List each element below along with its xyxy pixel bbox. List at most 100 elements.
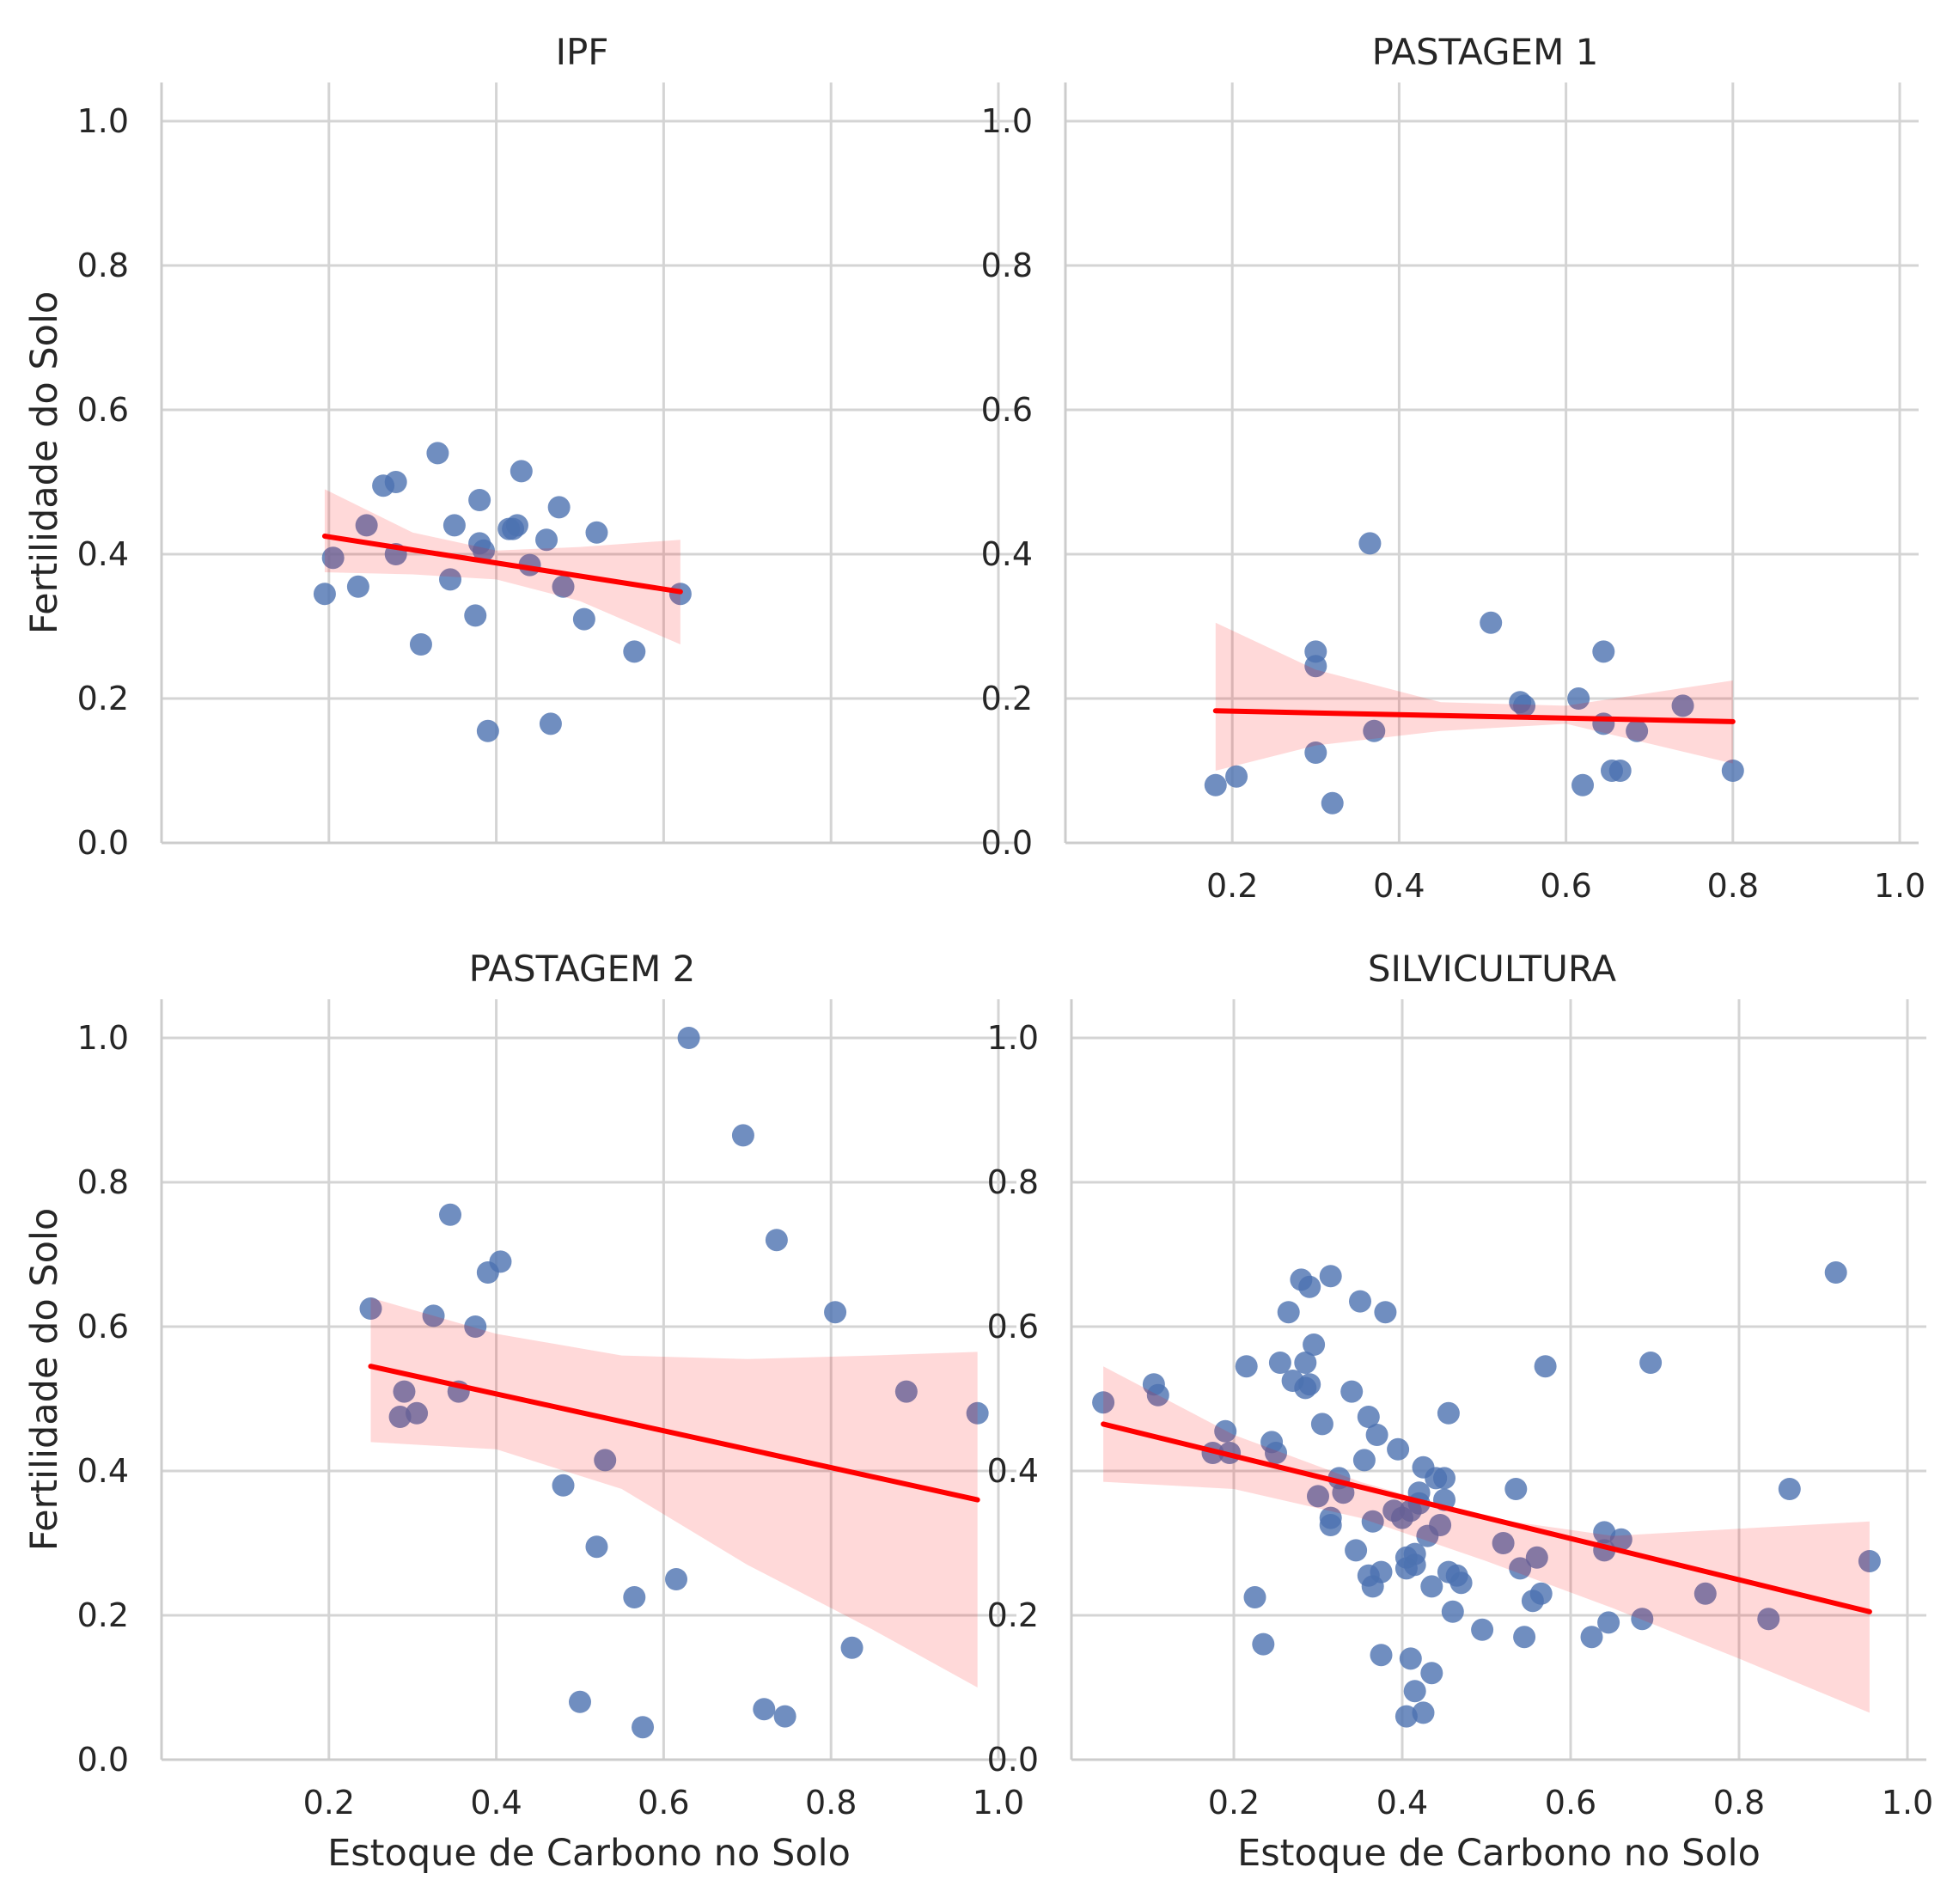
data-point: [1824, 1261, 1847, 1284]
data-point: [840, 1636, 864, 1659]
regression-line: [1212, 708, 1736, 724]
x-axis-label: Estoque de Carbono no Solo: [327, 1832, 851, 1875]
facet-panel-4: 0.0 0.2 0.4 0.6 0.8 1.0 0.2 0.4 0.6 0.8 1.0 SILVICU…: [987, 948, 1934, 1875]
x-tick-label: 0.6: [1545, 1784, 1596, 1822]
data-point: [505, 514, 528, 537]
data-point: [569, 1690, 591, 1713]
data-point: [346, 575, 369, 598]
data-point: [1365, 1424, 1388, 1446]
data-point: [1471, 1618, 1494, 1641]
data-point: [393, 1380, 416, 1403]
y-tick-label: 0.2: [77, 680, 129, 717]
facet-panel-1: 0.0 0.2 0.4 0.6 0.8 1.0 IPF Fertilidade do Solo: [23, 31, 1016, 862]
facet-title: PASTAGEM 1: [1372, 31, 1599, 73]
data-point: [439, 568, 462, 591]
data-point: [1504, 1478, 1528, 1500]
data-point: [1265, 1442, 1287, 1464]
data-point: [1268, 1352, 1291, 1374]
y-tick-label: 0.6: [77, 1308, 129, 1346]
data-point: [572, 607, 595, 631]
data-point: [1321, 791, 1344, 815]
y-tick-label: 0.4: [981, 535, 1033, 573]
data-point: [1358, 532, 1382, 555]
data-point: [1449, 1571, 1473, 1595]
data-point: [1433, 1467, 1456, 1490]
data-point: [1429, 1514, 1452, 1536]
data-point: [665, 1568, 688, 1590]
data-point: [313, 583, 336, 606]
data-point: [1387, 1437, 1410, 1461]
data-point: [1778, 1478, 1801, 1500]
data-point: [1252, 1632, 1275, 1656]
data-point: [1340, 1380, 1364, 1403]
data-point: [439, 1203, 462, 1226]
data-point: [1361, 1510, 1384, 1533]
y-tick-label: 0.0: [987, 1741, 1039, 1779]
data-point: [1631, 1608, 1654, 1631]
data-point: [1858, 1550, 1881, 1572]
regression-line: [1101, 1421, 1872, 1614]
data-point: [1345, 1539, 1368, 1562]
data-point: [1298, 1275, 1321, 1298]
data-point: [1694, 1582, 1717, 1605]
y-tick-label: 1.0: [77, 1019, 129, 1057]
data-point: [1608, 760, 1632, 782]
y-tick-label: 0.4: [77, 535, 129, 573]
facet-title: PASTAGEM 2: [469, 948, 696, 990]
data-point: [765, 1229, 788, 1252]
data-point: [1310, 1413, 1333, 1436]
data-point: [539, 712, 562, 735]
data-point: [406, 1401, 429, 1425]
data-point: [1492, 1532, 1515, 1554]
data-point: [1370, 1644, 1393, 1667]
data-point: [426, 442, 449, 465]
x-tick-label: 0.2: [1206, 867, 1258, 905]
data-point: [359, 1297, 382, 1320]
data-point: [1363, 719, 1386, 742]
data-point: [1480, 611, 1503, 634]
data-point: [1571, 773, 1595, 796]
x-axis-label: Estoque de Carbono no Solo: [1237, 1832, 1761, 1875]
y-axis-label: Fertilidade do Solo: [23, 291, 66, 634]
data-point: [510, 460, 533, 483]
y-tick-label: 0.4: [77, 1452, 129, 1490]
y-tick-label: 1.0: [981, 102, 1033, 140]
data-point: [1420, 1575, 1443, 1598]
data-point: [1298, 1373, 1321, 1396]
data-point: [623, 640, 646, 663]
data-point: [388, 1406, 412, 1428]
y-tick-label: 0.2: [981, 680, 1033, 717]
data-point: [464, 604, 487, 627]
data-point: [468, 489, 491, 511]
data-point: [355, 514, 378, 537]
data-point: [1294, 1352, 1317, 1374]
y-tick-label: 1.0: [987, 1019, 1039, 1057]
data-point: [1243, 1586, 1266, 1608]
data-point: [552, 575, 575, 598]
data-point: [476, 719, 499, 742]
data-point: [731, 1124, 754, 1147]
data-point: [1204, 773, 1227, 796]
y-tick-label: 0.0: [981, 824, 1033, 862]
data-point: [1319, 1514, 1342, 1536]
data-point: [1403, 1680, 1426, 1703]
data-point: [1567, 687, 1590, 710]
data-point: [1277, 1301, 1300, 1324]
y-tick-label: 0.4: [987, 1452, 1039, 1490]
data-point: [1757, 1608, 1780, 1631]
data-point: [409, 633, 432, 656]
data-point: [894, 1380, 918, 1403]
data-point: [1352, 1449, 1376, 1472]
y-tick-label: 1.0: [77, 102, 129, 140]
data-point: [1370, 1560, 1393, 1584]
data-point: [1332, 1481, 1355, 1504]
y-tick-label: 0.0: [77, 824, 129, 862]
data-point: [585, 1535, 608, 1559]
data-point: [1374, 1301, 1397, 1324]
x-tick-label: 1.0: [973, 1784, 1024, 1822]
data-point: [1307, 1485, 1329, 1508]
data-point: [585, 521, 608, 544]
y-tick-label: 0.2: [987, 1596, 1039, 1634]
